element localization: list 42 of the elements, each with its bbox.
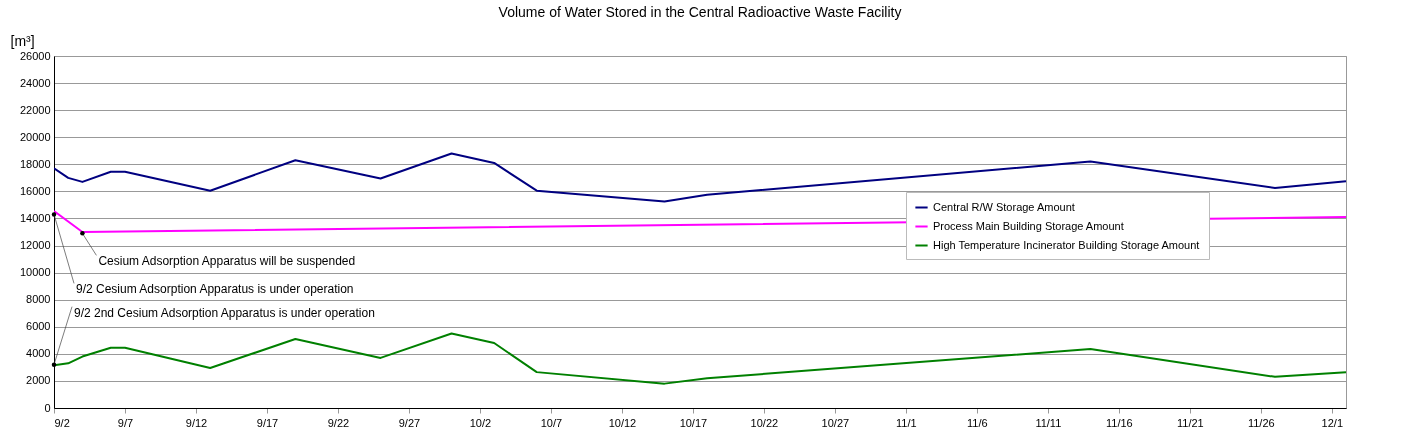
y-tick-label: 8000 [26,293,51,306]
x-tick-label: 9/27 [398,416,421,429]
annotation: Cesium Adsorption Apparatus will be suspended [98,254,356,269]
x-tick-label: 11/1 [896,416,917,429]
y-tick-label: 20000 [19,130,51,143]
x-tick-label: 9/7 [117,416,134,429]
annotation: 9/2 2nd Cesium Adsorption Apparatus is under operation [74,305,375,320]
x-tick-label: 11/16 [1105,416,1133,429]
y-tick-label: 26000 [19,49,51,62]
x-tick-label: 9/22 [327,416,350,429]
y-tick-label: 24000 [19,76,51,89]
legend-label: Central R/W Storage Amount [933,200,1075,213]
x-tick-label: 10/7 [540,416,563,429]
y-tick-label: 16000 [19,184,51,197]
x-tick-label: 11/11 [1035,416,1062,429]
x-tick-label: 10/17 [679,416,708,429]
y-tick-label: 4000 [26,347,51,360]
y-tick-label: 6000 [26,320,51,333]
legend-label: Process Main Building Storage Amount [933,219,1124,232]
y-axis-title: [m³] [10,32,35,49]
x-tick-label: 10/22 [750,416,779,429]
annotation: 9/2 Cesium Adsorption Apparatus is under operation [76,282,354,297]
x-tick-label: 10/2 [469,416,492,429]
x-tick-label: 11/26 [1247,416,1275,429]
x-tick-label: 10/27 [821,416,850,429]
chart-title: Volume of Water Stored in the Central Radioactive Waste Facility [498,4,902,20]
legend-label: High Temperature Incinerator Building Storage Amount [933,238,1200,251]
y-tick-label: 14000 [19,211,51,224]
x-tick-label: 10/12 [608,416,637,429]
x-tick-label: 9/12 [185,416,208,429]
y-tick-label: 12000 [19,239,51,252]
y-tick-label: 18000 [19,157,51,170]
y-tick-label: 2000 [26,374,51,387]
y-tick-label: 10000 [19,266,51,279]
x-tick-label: 11/21 [1176,416,1204,429]
line-series [54,152,1346,203]
x-tick-label: 12/1 [1321,416,1344,429]
x-tick-label: 11/6 [967,416,988,429]
x-tick-label: 9/2 [54,416,70,429]
x-tick-label: 9/17 [256,416,279,429]
y-tick-label: 22000 [19,103,51,116]
y-tick-label: 0 [44,401,51,414]
